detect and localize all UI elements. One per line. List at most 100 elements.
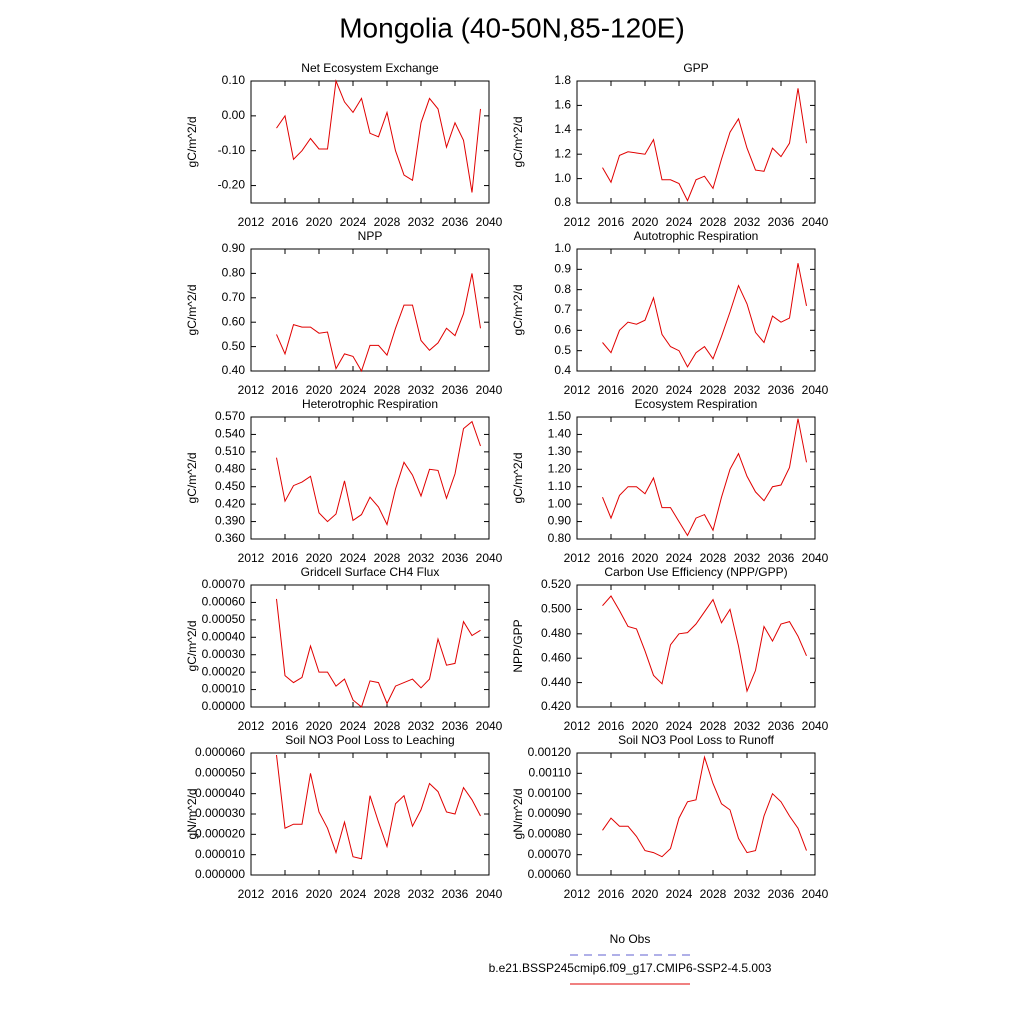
y-tick-label: 0.000060 — [195, 745, 245, 759]
plot-frame — [250, 584, 490, 708]
y-tick-label: 0.000000 — [195, 867, 245, 881]
panel-title: Ecosystem Respiration — [635, 397, 758, 411]
x-tick-label: 2016 — [272, 887, 299, 901]
y-tick-label: 1.8 — [554, 73, 571, 87]
x-tick-label: 2012 — [238, 383, 265, 397]
x-tick-label: 2032 — [408, 383, 435, 397]
y-tick-label: 0.70 — [222, 290, 246, 304]
x-tick-label: 2036 — [442, 215, 469, 229]
x-tick-label: 2020 — [306, 383, 333, 397]
y-tick-label: 1.30 — [548, 444, 572, 458]
x-tick-label: 2028 — [374, 719, 401, 733]
y-tick-label: 0.360 — [215, 531, 245, 545]
y-axis-label: gC/m^2/d — [185, 285, 199, 336]
figure-title: Mongolia (40-50N,85-120E) — [339, 12, 685, 43]
y-tick-label: 1.0 — [554, 241, 571, 255]
x-tick-label: 2024 — [666, 215, 693, 229]
y-tick-label: 0.6 — [554, 323, 571, 337]
x-tick-label: 2016 — [272, 383, 299, 397]
x-tick-label: 2024 — [340, 719, 367, 733]
x-tick-label: 2028 — [374, 887, 401, 901]
y-tick-label: 0.00 — [222, 108, 246, 122]
y-tick-label: 0.00030 — [202, 647, 246, 661]
data-line — [276, 273, 481, 373]
panel-title: GPP — [683, 61, 708, 75]
y-tick-label: 0.450 — [215, 479, 245, 493]
x-tick-label: 2032 — [408, 551, 435, 565]
data-line — [602, 755, 807, 858]
y-tick-label: 0.4 — [554, 363, 571, 377]
y-tick-label: 0.40 — [222, 363, 246, 377]
legend-label: b.e21.BSSP245cmip6.f09_g17.CMIP6-SSP2-4.… — [489, 961, 772, 975]
x-tick-label: 2040 — [476, 887, 503, 901]
x-tick-label: 2032 — [734, 887, 761, 901]
plot-frame — [250, 752, 490, 876]
x-tick-label: 2040 — [802, 215, 829, 229]
x-tick-label: 2012 — [564, 719, 591, 733]
x-tick-label: 2020 — [306, 887, 333, 901]
y-tick-label: 0.520 — [541, 577, 571, 591]
data-line — [276, 420, 481, 526]
y-tick-label: 0.000050 — [195, 766, 245, 780]
y-tick-label: 0.00110 — [529, 766, 572, 780]
y-tick-label: 0.00090 — [528, 806, 572, 820]
y-tick-label: 1.40 — [548, 427, 572, 441]
data-line — [602, 88, 807, 202]
y-axis-label: gC/m^2/d — [185, 117, 199, 168]
y-tick-label: 0.10 — [222, 73, 246, 87]
x-tick-label: 2012 — [238, 215, 265, 229]
y-tick-label: 0.00070 — [202, 577, 246, 591]
y-tick-label: 0.480 — [541, 626, 571, 640]
y-tick-label: 0.390 — [215, 514, 245, 528]
x-tick-label: 2016 — [272, 215, 299, 229]
x-tick-label: 2036 — [768, 887, 795, 901]
x-tick-label: 2036 — [442, 719, 469, 733]
y-tick-label: 0.7 — [554, 302, 571, 316]
x-tick-label: 2020 — [632, 215, 659, 229]
x-tick-label: 2040 — [802, 383, 829, 397]
x-tick-label: 2024 — [340, 551, 367, 565]
x-tick-label: 2028 — [700, 551, 727, 565]
y-tick-label: -0.20 — [218, 178, 246, 192]
y-tick-label: 1.4 — [554, 122, 571, 136]
panel-title: Net Ecosystem Exchange — [301, 61, 439, 75]
panel-title: NPP — [358, 229, 383, 243]
x-tick-label: 2024 — [666, 887, 693, 901]
x-tick-label: 2040 — [802, 887, 829, 901]
x-tick-label: 2032 — [734, 719, 761, 733]
y-tick-label: 0.80 — [548, 531, 572, 545]
y-tick-label: 0.510 — [215, 444, 245, 458]
x-tick-label: 2024 — [340, 887, 367, 901]
y-tick-label: 0.50 — [222, 339, 246, 353]
x-tick-label: 2032 — [734, 551, 761, 565]
panel-title: Gridcell Surface CH4 Flux — [301, 565, 440, 579]
x-tick-label: 2024 — [340, 215, 367, 229]
x-tick-label: 2028 — [374, 215, 401, 229]
y-tick-label: 0.00100 — [528, 786, 572, 800]
y-axis-label: gN/m^2/d — [185, 789, 199, 840]
x-tick-label: 2020 — [632, 383, 659, 397]
y-tick-label: 0.00050 — [202, 612, 246, 626]
plot-frame — [250, 416, 490, 540]
y-axis-label: gC/m^2/d — [185, 453, 199, 504]
y-tick-label: 1.10 — [548, 479, 572, 493]
data-line — [276, 598, 481, 708]
x-tick-label: 2016 — [598, 383, 625, 397]
y-tick-label: 1.20 — [548, 461, 572, 475]
plot-frame — [576, 752, 816, 876]
x-tick-label: 2020 — [632, 719, 659, 733]
x-tick-label: 2028 — [700, 215, 727, 229]
y-tick-label: 0.00000 — [202, 699, 246, 713]
x-tick-label: 2040 — [476, 719, 503, 733]
y-tick-label: 0.00010 — [202, 682, 246, 696]
x-tick-label: 2032 — [408, 719, 435, 733]
y-tick-label: 0.00060 — [528, 867, 572, 881]
x-tick-label: 2028 — [374, 383, 401, 397]
x-tick-label: 2020 — [306, 551, 333, 565]
y-tick-label: 0.460 — [541, 650, 571, 664]
x-tick-label: 2036 — [768, 719, 795, 733]
x-tick-label: 2032 — [408, 887, 435, 901]
x-tick-label: 2040 — [802, 551, 829, 565]
